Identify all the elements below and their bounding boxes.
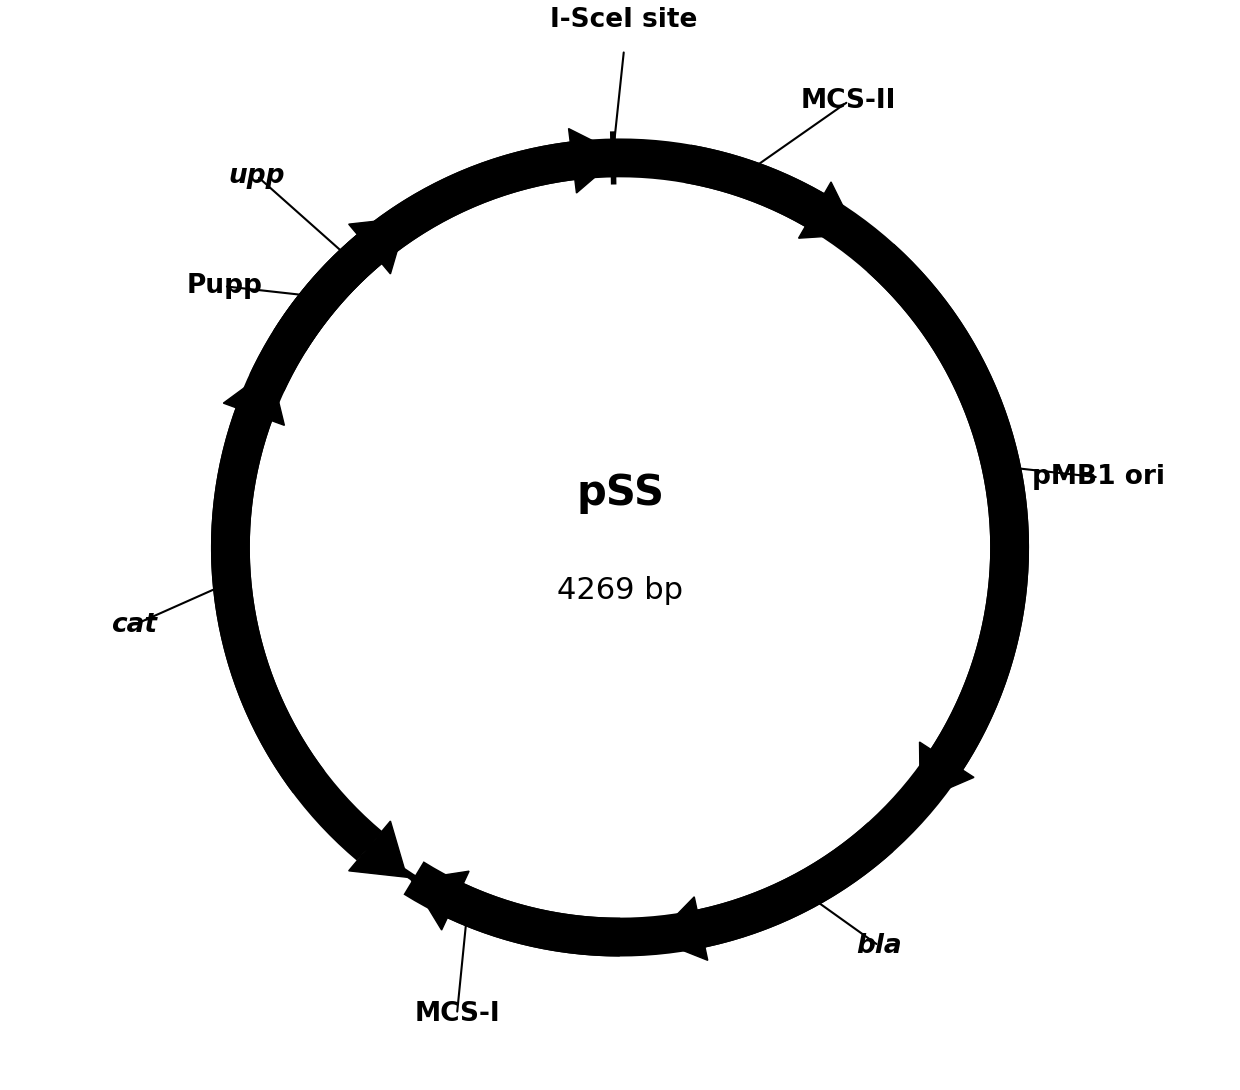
Text: cat: cat [112,611,157,638]
Text: 4269 bp: 4269 bp [557,577,683,605]
Text: MCS-II: MCS-II [801,88,897,114]
Polygon shape [920,742,973,800]
Text: MCS-I: MCS-I [414,1002,500,1028]
Text: bla: bla [856,933,901,958]
Polygon shape [653,897,708,960]
Text: I-SceI site: I-SceI site [551,8,698,34]
Polygon shape [348,218,407,274]
Polygon shape [223,368,284,425]
Text: pSS: pSS [577,472,663,514]
Polygon shape [412,871,469,930]
Text: pMB1 ori: pMB1 ori [1032,464,1166,490]
Polygon shape [799,182,857,239]
Text: upp: upp [228,164,285,189]
Polygon shape [348,821,407,877]
Polygon shape [569,129,621,193]
Text: Pupp: Pupp [186,274,262,300]
